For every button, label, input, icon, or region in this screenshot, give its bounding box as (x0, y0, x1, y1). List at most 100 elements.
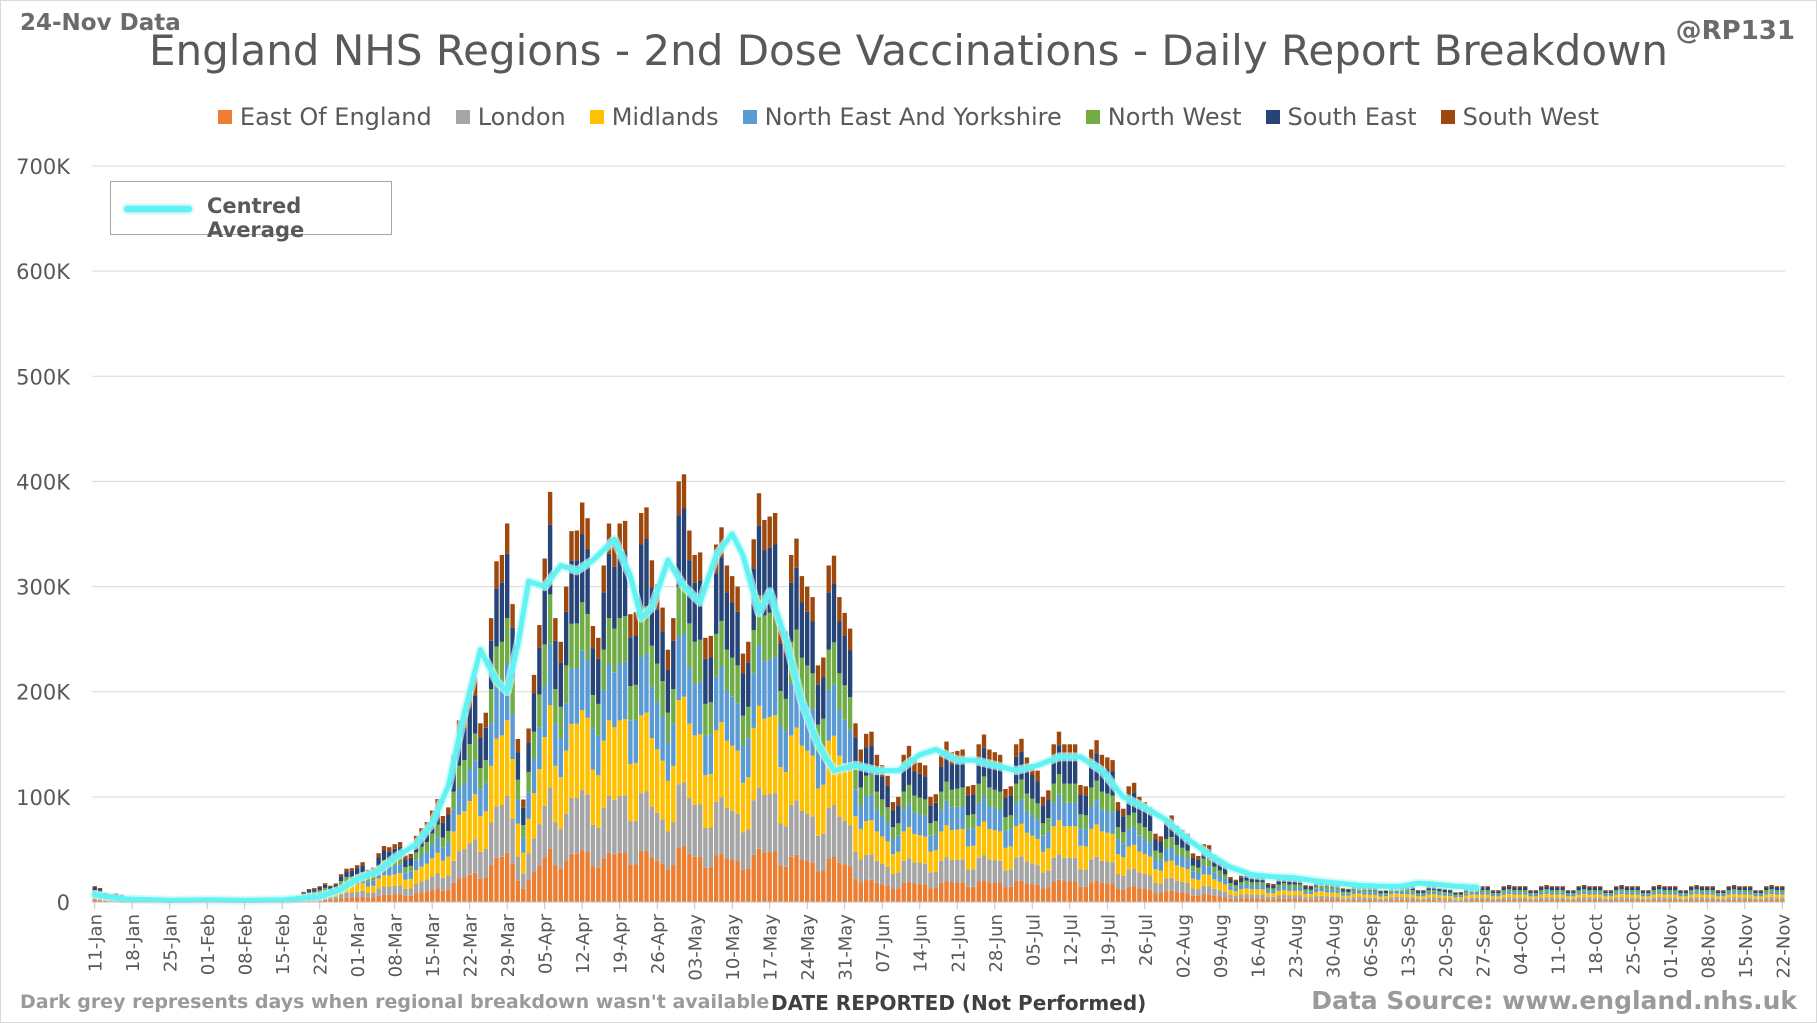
bar-segment (1399, 894, 1405, 898)
bar-segment (1094, 881, 1099, 902)
bar-segment (1330, 899, 1335, 902)
bar-segment (831, 805, 837, 857)
bar-segment (740, 653, 746, 674)
bar-segment (901, 754, 906, 767)
bar-segment (1528, 896, 1533, 899)
bar-segment (1228, 886, 1233, 890)
bar-segment (837, 621, 842, 674)
bar-segment (1201, 894, 1206, 902)
bar-segment (1190, 871, 1196, 879)
bar-segment (628, 686, 633, 721)
bar-segment (1410, 899, 1415, 902)
bar-segment (558, 641, 563, 663)
bar-segment (1281, 898, 1287, 902)
bar-segment (547, 705, 553, 788)
bar-segment (371, 876, 376, 881)
bar-segment (1453, 894, 1458, 896)
bar-segment (1624, 899, 1630, 902)
bar-segment (1040, 888, 1046, 902)
bar-segment (558, 868, 563, 902)
bar-segment (1474, 892, 1480, 895)
bar-segment (1490, 896, 1496, 899)
bar-segment (1399, 891, 1405, 895)
bar-segment (708, 734, 713, 775)
x-tick-label: 05-Jul (1023, 914, 1044, 966)
bar-segment (1410, 892, 1415, 895)
bar-segment (1297, 899, 1303, 902)
bar-segment (799, 602, 805, 658)
bar-segment (1501, 887, 1506, 891)
bar-segment (1292, 890, 1297, 896)
bar-segment (1089, 806, 1094, 829)
x-tick-label: 05-Apr (536, 913, 557, 974)
bar-segment (1678, 893, 1683, 895)
bar-segment (756, 787, 762, 849)
bar-segment (1608, 890, 1614, 892)
bar-segment (521, 888, 526, 902)
bar-segment (1737, 887, 1742, 891)
bar-segment (596, 637, 601, 659)
bar-segment (1174, 844, 1180, 854)
bar-segment (1164, 891, 1169, 902)
bar-segment (413, 852, 419, 861)
bar-segment (322, 887, 328, 891)
bar-segment (724, 858, 730, 902)
bar-segment (1169, 890, 1174, 902)
bar-segment (1233, 895, 1238, 900)
bar-segment (1517, 894, 1522, 898)
bar-segment (1619, 886, 1624, 890)
bar-segment (1072, 857, 1078, 882)
bar-segment (408, 857, 413, 866)
bar-segment (553, 865, 558, 902)
bar-segment (1710, 887, 1715, 891)
bar-segment (1201, 858, 1206, 866)
bar-segment (1303, 885, 1308, 887)
bar-segment (1598, 887, 1603, 891)
bar-segment (1496, 891, 1501, 894)
bar-segment (965, 815, 971, 830)
bar-segment (633, 820, 638, 865)
bar-segment (746, 706, 751, 738)
bar-segment (1549, 892, 1555, 895)
bar-segment (1394, 893, 1399, 897)
bar-segment (1667, 899, 1672, 902)
bar-segment (708, 635, 713, 658)
bar-segment (740, 673, 746, 716)
bar-segment (505, 553, 510, 619)
bar-segment (1662, 899, 1667, 902)
bar-segment (928, 835, 933, 852)
bar-segment (1710, 897, 1715, 900)
bar-segment (1115, 810, 1121, 828)
bar-segment (376, 857, 381, 866)
legend-label: Midlands (611, 103, 719, 131)
bar-segment (574, 668, 580, 724)
bar-segment (580, 790, 585, 850)
bar-segment (815, 665, 821, 685)
bar-segment (837, 816, 842, 863)
bar-segment (1581, 893, 1587, 898)
bar-segment (976, 826, 981, 858)
x-tick-label: 19-Apr (611, 913, 632, 974)
bar-segment (1415, 896, 1421, 899)
bar-segment (906, 858, 912, 882)
bar-segment (644, 539, 649, 607)
bar-segment (92, 899, 97, 902)
bar-segment (1646, 900, 1651, 902)
bar-segment (1078, 814, 1083, 829)
bar-segment (1131, 868, 1137, 887)
bar-segment (789, 735, 794, 805)
bar-segment (1780, 890, 1785, 893)
bar-segment (1131, 844, 1137, 869)
bar-segment (1174, 854, 1180, 866)
bar-segment (922, 836, 928, 864)
bar-segment (381, 894, 387, 902)
bar-segment (1164, 838, 1169, 849)
bar-segment (1576, 887, 1581, 891)
bar-segment (1030, 835, 1035, 864)
bar-segment (1367, 894, 1372, 898)
bar-segment (590, 728, 596, 770)
bar-segment (789, 683, 794, 736)
bar-segment (1174, 865, 1180, 881)
bar-segment (939, 882, 944, 902)
bar-segment (1067, 744, 1072, 757)
